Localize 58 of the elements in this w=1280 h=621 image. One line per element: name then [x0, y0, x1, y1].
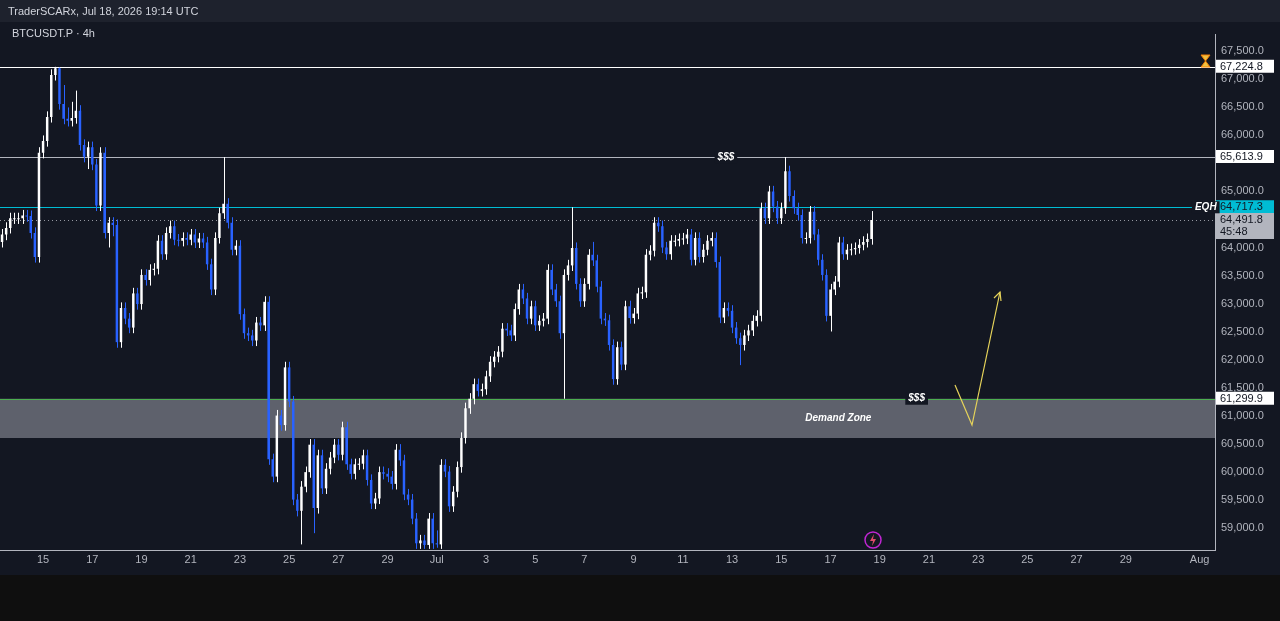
- x-tick-label: Aug: [1189, 552, 1210, 565]
- x-tick-label: 15: [36, 552, 50, 565]
- chart-subtitle: TraderSCARx, Jul 18, 2026 19:14 UTC: [0, 0, 1280, 22]
- candlestick: [382, 466, 385, 480]
- y-tick-label: 67,000.0: [1221, 72, 1264, 85]
- annotation: EQH: [1194, 201, 1218, 213]
- y-tick-label: 64,000.0: [1221, 240, 1264, 253]
- x-tick-label: 23: [972, 552, 985, 565]
- x-tick-label: 27: [332, 552, 345, 565]
- y-tick-label: 63,500.0: [1221, 268, 1264, 281]
- x-tick-label: Jul: [429, 552, 444, 565]
- ref-line-label: 64,717.3: [1220, 200, 1263, 213]
- x-tick-label: 17: [824, 552, 837, 565]
- annotation: $$$: [716, 150, 735, 162]
- x-tick-label: 7: [581, 552, 588, 565]
- y-tick-label: 59,500.0: [1221, 492, 1264, 505]
- y-tick-label: 62,000.0: [1221, 352, 1264, 365]
- y-tick-label: 61,500.0: [1221, 380, 1264, 393]
- y-tick-label: 60,000.0: [1221, 464, 1264, 477]
- x-tick-label: 23: [233, 552, 247, 565]
- x-tick-label: 9: [630, 552, 637, 565]
- candlestick: [423, 534, 426, 550]
- band-label: Demand Zone: [805, 412, 872, 424]
- x-tick-label: 3: [482, 552, 490, 565]
- x-tick-label: 11: [677, 552, 689, 565]
- text: 45:48: [1220, 224, 1248, 237]
- y-tick-label: 59,000.0: [1221, 520, 1264, 533]
- y-tick-label: 63,000.0: [1221, 296, 1264, 309]
- x-tick-label: 13: [725, 552, 739, 565]
- candlestick: [17, 212, 20, 225]
- x-tick-label: 25: [283, 552, 296, 565]
- candlestick: [25, 209, 28, 223]
- y-tick-label: 61,000.0: [1221, 408, 1264, 421]
- y-tick-label: 66,500.0: [1221, 100, 1264, 113]
- y-tick-label: 65,000.0: [1221, 184, 1264, 197]
- ref-line-label: 65,613.9: [1220, 150, 1263, 163]
- y-tick-label: 66,000.0: [1221, 128, 1264, 141]
- x-tick-label: 15: [775, 552, 788, 565]
- ref-line-label: 67,224.8: [1220, 59, 1263, 72]
- x-tick-label: 21: [922, 552, 936, 565]
- candlestick: [185, 231, 188, 246]
- annotation: $$$: [907, 392, 926, 404]
- y-tick-label: 60,500.0: [1221, 436, 1264, 449]
- ref-line-label: 64,491.8: [1220, 212, 1263, 225]
- y-tick-label: 67,500.0: [1221, 44, 1264, 57]
- x-tick-label: 27: [1070, 552, 1083, 565]
- x-tick-label: 29: [1119, 552, 1132, 565]
- x-tick-label: 19: [873, 552, 886, 565]
- x-tick-label: 21: [184, 552, 197, 565]
- chart-title: BTCUSDT.P · 4h: [12, 27, 95, 39]
- candlestick: [13, 212, 16, 225]
- x-tick-label: 19: [135, 552, 148, 565]
- x-tick-label: 5: [532, 552, 539, 565]
- x-tick-label: 29: [381, 552, 394, 565]
- y-tick-label: 62,500.0: [1221, 324, 1264, 337]
- ref-line-label: 61,299.9: [1220, 391, 1263, 404]
- x-tick-label: 25: [1021, 552, 1034, 565]
- x-tick-label: 17: [86, 552, 99, 565]
